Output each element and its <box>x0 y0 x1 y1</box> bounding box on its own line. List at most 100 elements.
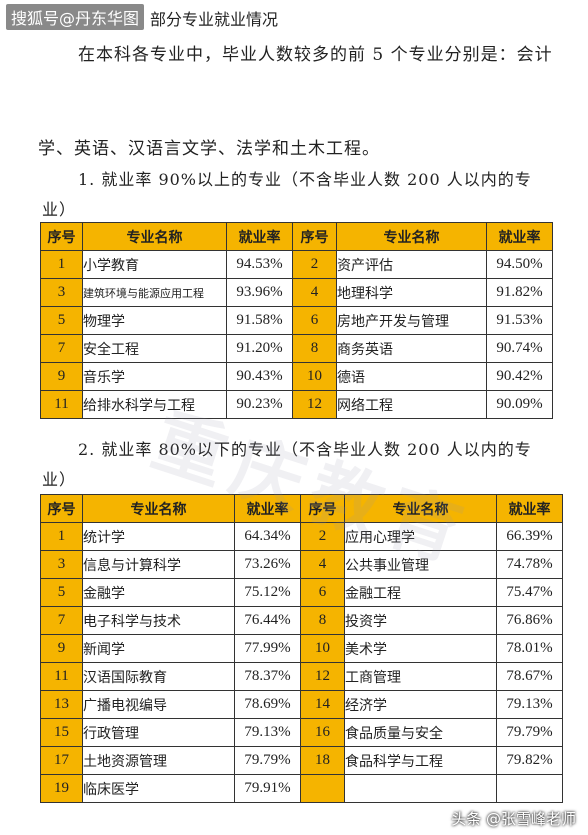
row-number-cell: 16 <box>300 718 345 747</box>
table-row: 7 安全工程 91.20% 8 商务英语 90.74% <box>40 334 553 363</box>
major-name-cell: 行政管理 <box>82 718 235 747</box>
column-header: 序号 <box>300 494 345 523</box>
table-row: 15 行政管理 79.13% 16 食品质量与安全 79.79% <box>40 718 563 747</box>
employment-rate-cell: 78.01% <box>496 634 563 663</box>
major-name-cell: 资产评估 <box>336 250 487 279</box>
column-header: 就业率 <box>496 494 563 523</box>
employment-rate-cell: 79.91% <box>234 774 301 803</box>
major-name-cell: 金融工程 <box>344 578 497 607</box>
table-row: 9 音乐学 90.43% 10 德语 90.42% <box>40 362 553 391</box>
table-row: 5 物理学 91.58% 6 房地产开发与管理 91.53% <box>40 306 553 335</box>
column-header: 序号 <box>40 494 83 523</box>
major-name-cell: 地理科学 <box>336 278 487 307</box>
column-header: 序号 <box>40 222 83 251</box>
employment-rate-cell: 91.58% <box>226 306 293 335</box>
employment-rate-cell: 91.82% <box>486 278 553 307</box>
section1-caption-line2: 业） <box>42 200 77 219</box>
table-row: 11 给排水科学与工程 90.23% 12 网络工程 90.09% <box>40 390 553 419</box>
major-name-cell: 给排水科学与工程 <box>82 390 227 419</box>
major-name-cell: 房地产开发与管理 <box>336 306 487 335</box>
row-number-cell: 6 <box>300 578 345 607</box>
table-row: 17 土地资源管理 79.79% 18 食品科学与工程 79.82% <box>40 746 563 775</box>
column-header: 专业名称 <box>82 222 227 251</box>
row-number-cell: 8 <box>292 334 337 363</box>
table-row: 5 金融学 75.12% 6 金融工程 75.47% <box>40 578 563 607</box>
major-name-cell: 电子科学与技术 <box>82 606 235 635</box>
table-row: 7 电子科学与技术 76.44% 8 投资学 76.86% <box>40 606 563 635</box>
row-number-cell: 11 <box>40 390 83 419</box>
employment-rate-cell: 78.69% <box>234 690 301 719</box>
row-number-cell: 18 <box>300 746 345 775</box>
table-high-employment: 序号 专业名称 就业率 序号 专业名称 就业率 1 小学教育 94.53% 2 资产评估 94.50… <box>40 222 553 419</box>
employment-rate-cell: 94.53% <box>226 250 293 279</box>
major-name-cell: 经济学 <box>344 690 497 719</box>
major-name-cell: 统计学 <box>82 522 235 551</box>
row-number-cell: 10 <box>300 634 345 663</box>
row-number-cell: 3 <box>40 278 83 307</box>
row-number-cell: 1 <box>40 250 83 279</box>
table-row: 9 新闻学 77.99% 10 美术学 78.01% <box>40 634 563 663</box>
row-number-cell: 19 <box>40 774 83 803</box>
employment-rate-cell: 79.79% <box>496 718 563 747</box>
employment-rate-cell: 78.37% <box>234 662 301 691</box>
employment-rate-cell: 79.13% <box>496 690 563 719</box>
employment-rate-cell: 76.86% <box>496 606 563 635</box>
row-number-cell: 10 <box>292 362 337 391</box>
employment-rate-cell: 74.78% <box>496 550 563 579</box>
major-name-cell: 临床医学 <box>82 774 235 803</box>
employment-rate-cell <box>496 774 563 803</box>
major-name-cell: 土地资源管理 <box>82 746 235 775</box>
column-header: 序号 <box>292 222 337 251</box>
major-name-cell: 小学教育 <box>82 250 227 279</box>
employment-rate-cell: 90.43% <box>226 362 293 391</box>
employment-rate-cell: 75.12% <box>234 578 301 607</box>
employment-rate-cell: 73.26% <box>234 550 301 579</box>
major-name-cell: 美术学 <box>344 634 497 663</box>
row-number-cell: 9 <box>40 634 83 663</box>
major-name-cell <box>344 774 497 803</box>
table-row: 3 信息与计算科学 73.26% 4 公共事业管理 74.78% <box>40 550 563 579</box>
section1-caption-line1: 1. 就业率 90%以上的专业（不含毕业人数 200 人以内的专 <box>78 170 532 189</box>
employment-rate-cell: 93.96% <box>226 278 293 307</box>
major-name-cell: 汉语国际教育 <box>82 662 235 691</box>
row-number-cell: 9 <box>40 362 83 391</box>
employment-rate-cell: 90.23% <box>226 390 293 419</box>
row-number-cell: 2 <box>292 250 337 279</box>
major-name-cell: 公共事业管理 <box>344 550 497 579</box>
row-number-cell: 4 <box>300 550 345 579</box>
column-header: 专业名称 <box>344 494 497 523</box>
row-number-cell: 4 <box>292 278 337 307</box>
author-watermark: 头条 @张雪峰老师 <box>451 810 576 828</box>
major-name-cell: 投资学 <box>344 606 497 635</box>
table-row: 1 统计学 64.34% 2 应用心理学 66.39% <box>40 522 563 551</box>
paragraph-line-1: 在本科各专业中，毕业人数较多的前 5 个专业分别是：会计 <box>78 45 553 65</box>
row-number-cell: 3 <box>40 550 83 579</box>
major-name-cell: 音乐学 <box>82 362 227 391</box>
major-name-cell: 物理学 <box>82 306 227 335</box>
employment-rate-cell: 79.13% <box>234 718 301 747</box>
section2-caption: 2. 就业率 80%以下的专业（不含毕业人数 200 人以内的专 业） <box>42 436 532 489</box>
row-number-cell: 15 <box>40 718 83 747</box>
column-header: 就业率 <box>486 222 553 251</box>
employment-rate-cell: 90.09% <box>486 390 553 419</box>
row-number-cell: 6 <box>292 306 337 335</box>
major-name-cell: 广播电视编导 <box>82 690 235 719</box>
major-name-cell: 新闻学 <box>82 634 235 663</box>
row-number-cell: 12 <box>292 390 337 419</box>
employment-rate-cell: 90.42% <box>486 362 553 391</box>
employment-rate-cell: 78.67% <box>496 662 563 691</box>
row-number-cell: 13 <box>40 690 83 719</box>
major-name-cell: 食品科学与工程 <box>344 746 497 775</box>
major-name-cell: 工商管理 <box>344 662 497 691</box>
table-row: 1 小学教育 94.53% 2 资产评估 94.50% <box>40 250 553 279</box>
major-name-cell: 安全工程 <box>82 334 227 363</box>
section2-caption-line1: 2. 就业率 80%以下的专业（不含毕业人数 200 人以内的专 <box>78 440 532 459</box>
section-heading: 部分专业就业情况 <box>150 10 279 29</box>
major-name-cell: 信息与计算科学 <box>82 550 235 579</box>
row-number-cell: 1 <box>40 522 83 551</box>
row-number-cell <box>300 774 345 803</box>
row-number-cell: 12 <box>300 662 345 691</box>
employment-rate-cell: 66.39% <box>496 522 563 551</box>
table-row: 19 临床医学 79.91% <box>40 774 563 803</box>
row-number-cell: 2 <box>300 522 345 551</box>
